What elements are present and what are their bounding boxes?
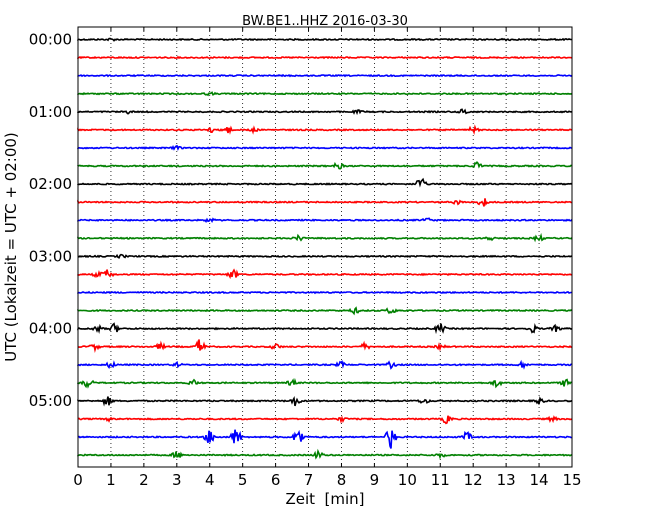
trace-line [77, 217, 573, 224]
x-tick-label: 1 [106, 471, 116, 489]
trace-line [77, 415, 573, 425]
x-tick-label: 3 [172, 471, 182, 489]
x-tick-label: 6 [271, 471, 281, 489]
trace-lines [77, 37, 573, 460]
x-tick-label: 14 [530, 471, 549, 489]
trace-line [77, 429, 573, 449]
x-tick-label: 8 [337, 471, 347, 489]
y-axis-ticks: 00:00 01:00 02:00 03:00 04:00 05:00 [29, 31, 572, 410]
trace-line [77, 177, 573, 188]
trace-line [77, 359, 573, 370]
y-tick-label: 03:00 [29, 247, 72, 265]
trace-line [77, 108, 573, 116]
y-tick-label: 02:00 [29, 175, 72, 193]
y-axis-label: UTC (Lokalzeit = UTC + 02:00) [2, 132, 20, 362]
trace-line [77, 306, 573, 316]
x-tick-label: 9 [370, 471, 380, 489]
trace-line [77, 160, 573, 170]
trace-line [77, 73, 573, 78]
x-tick-label: 15 [562, 471, 581, 489]
trace-line [77, 55, 573, 60]
y-tick-label: 00:00 [29, 31, 72, 49]
trace-line [77, 377, 573, 389]
trace-line [77, 91, 573, 97]
y-tick-label: 05:00 [29, 392, 72, 410]
trace-line [77, 232, 573, 243]
trace-line [77, 37, 573, 42]
x-tick-label: 7 [304, 471, 314, 489]
trace-line [77, 322, 573, 335]
x-tick-label: 5 [238, 471, 248, 489]
x-tick-label: 12 [464, 471, 483, 489]
y-tick-label: 04:00 [29, 320, 72, 338]
trace-line [77, 144, 572, 152]
trace-line [77, 268, 573, 280]
x-tick-label: 2 [139, 471, 149, 489]
x-tick-label: 13 [497, 471, 516, 489]
y-tick-label: 01:00 [29, 103, 72, 121]
x-tick-label: 11 [431, 471, 450, 489]
trace-line [77, 395, 573, 407]
x-tick-label: 0 [73, 471, 83, 489]
x-tick-label: 4 [205, 471, 215, 489]
grid-lines [110, 27, 540, 467]
trace-line [77, 448, 573, 460]
x-axis-ticks: 0 1 2 3 4 5 6 7 8 9 10 11 12 13 14 15 [73, 27, 582, 489]
trace-line [77, 253, 573, 259]
plot-frame [77, 26, 573, 468]
trace-line [77, 290, 573, 295]
trace-line [77, 124, 573, 135]
trace-line [77, 339, 573, 354]
chart-title: BW.BE1..HHZ 2016-03-30 [242, 14, 408, 29]
x-axis-label: Zeit [min] [285, 490, 364, 508]
x-tick-label: 10 [398, 471, 417, 489]
trace-line [77, 198, 572, 207]
